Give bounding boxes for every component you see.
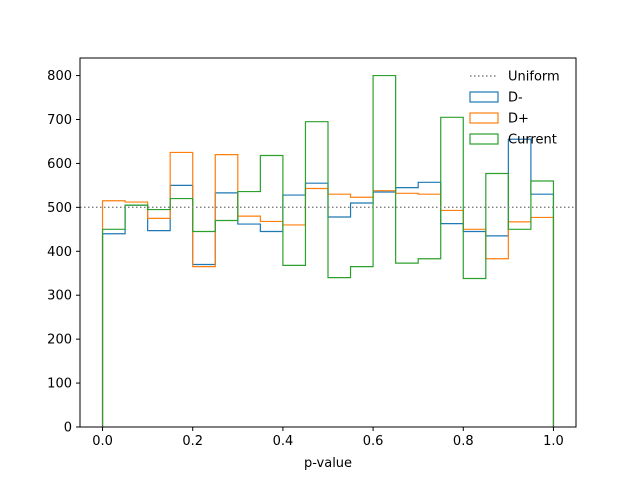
y-tick-label: 400 [47, 245, 72, 260]
series-step-current [101, 74, 555, 427]
legend-label: D- [508, 91, 523, 106]
x-tick-label: 0.4 [273, 434, 294, 449]
y-tick-label: 100 [47, 377, 72, 392]
x-tick-label: 0.2 [182, 434, 203, 449]
legend-label: D+ [508, 112, 529, 127]
legend: Uniform D- D+ Current [469, 70, 560, 148]
y-tick-label: 600 [47, 157, 72, 172]
y-tick-label: 200 [47, 333, 72, 348]
x-tick-label: 0.8 [453, 434, 474, 449]
x-axis-ticks: 0.0 0.2 0.4 0.6 0.8 1.0 [92, 427, 564, 449]
plot-marks [80, 74, 576, 427]
legend-label: Uniform [508, 70, 560, 85]
y-tick-label: 700 [47, 113, 72, 128]
y-axis-ticks: 0 100 200 300 400 500 600 700 800 [47, 69, 80, 436]
y-tick-label: 800 [47, 69, 72, 84]
legend-swatch-d- [469, 91, 499, 103]
y-tick-label: 500 [47, 201, 72, 216]
x-tick-label: 0.6 [363, 434, 384, 449]
x-tick-label: 0.0 [92, 434, 113, 449]
x-tick-label: 1.0 [543, 434, 564, 449]
legend-swatch-current [469, 133, 499, 145]
y-tick-label: 300 [47, 289, 72, 304]
legend-label: Current [508, 133, 557, 148]
legend-swatch-d- [469, 112, 499, 124]
x-axis-label: p-value [304, 456, 352, 471]
axes-frame [79, 57, 577, 428]
y-tick-label: 0 [64, 421, 72, 436]
